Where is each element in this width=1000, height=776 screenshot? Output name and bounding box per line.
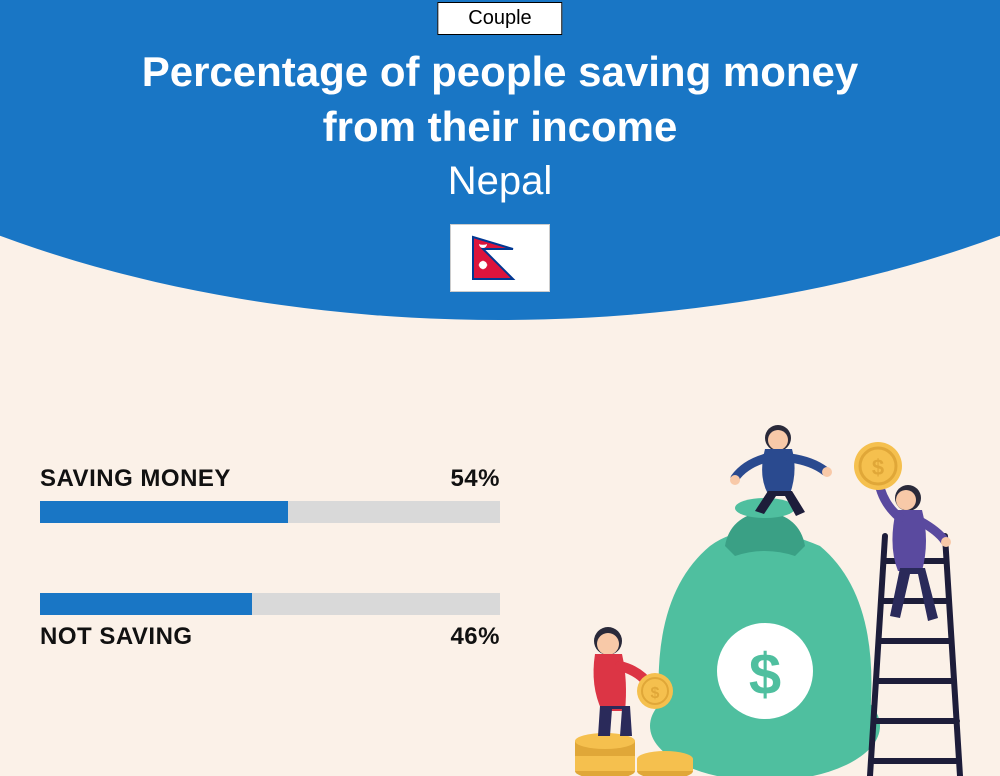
not-saving-bar-group: NOT SAVING 46% [40, 593, 500, 651]
not-saving-labels: NOT SAVING 46% [40, 623, 500, 651]
saving-label: SAVING MONEY [40, 465, 231, 493]
header: Percentage of people saving money from t… [0, 45, 1000, 297]
bars-section: SAVING MONEY 54% NOT SAVING 46% [40, 465, 500, 721]
not-saving-bar-fill [40, 593, 252, 615]
saving-bar-fill [40, 501, 288, 523]
title-line-1: Percentage of people saving money [0, 45, 1000, 100]
title-line-2: from their income [0, 100, 1000, 155]
saving-labels: SAVING MONEY 54% [40, 465, 500, 493]
not-saving-label: NOT SAVING [40, 623, 193, 651]
page-title: Percentage of people saving money from t… [0, 45, 1000, 154]
nepal-flag-icon [471, 235, 529, 281]
saving-bar-track [40, 501, 500, 523]
svg-text:$: $ [749, 642, 781, 707]
saving-bar-group: SAVING MONEY 54% [40, 465, 500, 523]
country-name: Nepal [0, 159, 1000, 204]
saving-percent: 54% [450, 465, 500, 493]
flag-container [450, 224, 550, 292]
badge-label: Couple [468, 7, 531, 29]
svg-text:$: $ [651, 685, 660, 702]
category-badge: Couple [437, 2, 562, 35]
svg-text:$: $ [872, 455, 884, 480]
not-saving-bar-track [40, 593, 500, 615]
person-ladder-icon: $ [854, 442, 951, 621]
not-saving-percent: 46% [450, 623, 500, 651]
savings-illustration: $ $ [550, 416, 980, 776]
